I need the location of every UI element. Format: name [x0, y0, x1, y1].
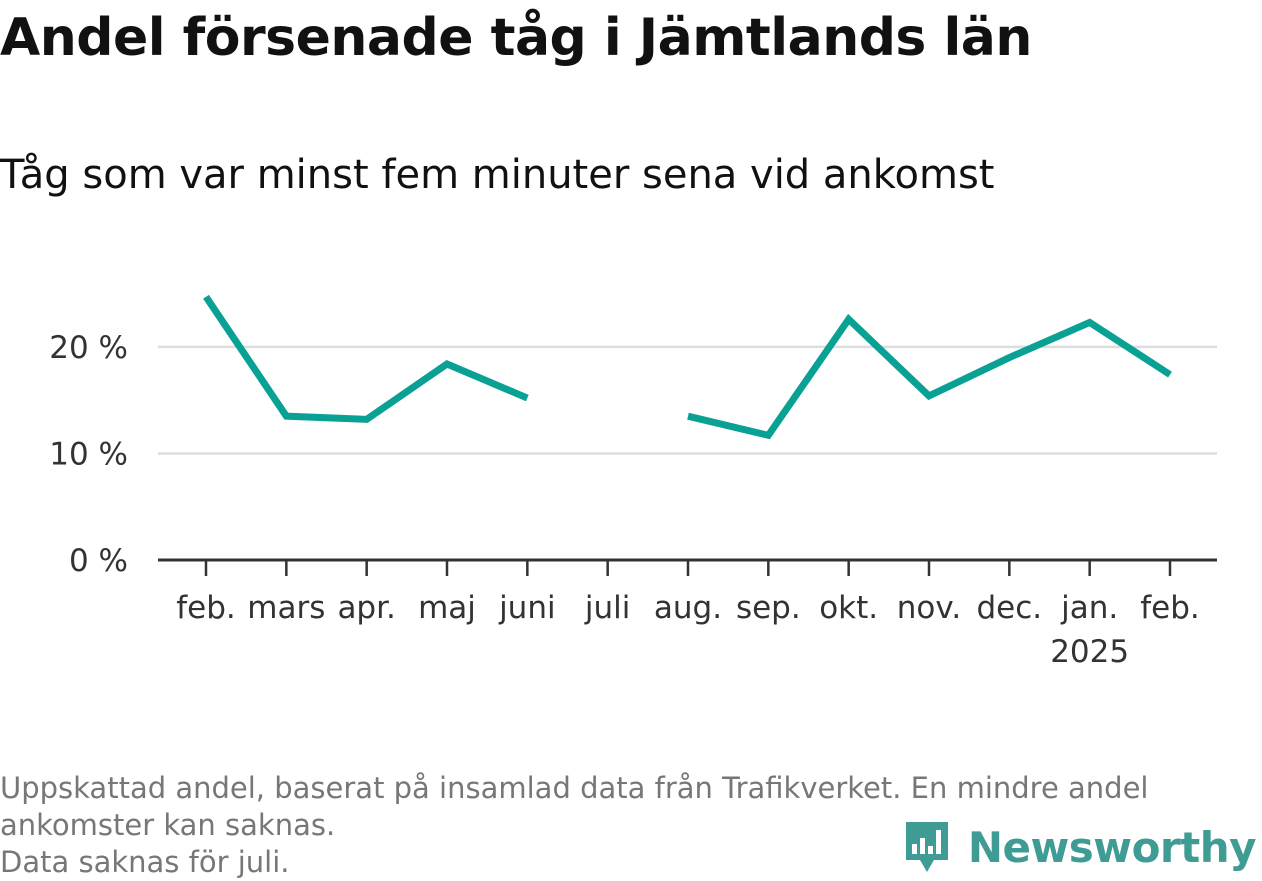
newsworthy-logo: Newsworthy	[904, 817, 1256, 877]
y-tick-label: 10 %	[49, 436, 128, 472]
x-tick-label: mars	[247, 590, 325, 626]
x-tick-label: okt.	[819, 590, 878, 626]
x-tick-label: juni	[498, 590, 556, 626]
series-line	[206, 297, 527, 420]
x-tick-label: nov.	[897, 590, 961, 626]
x-tick-label: jan.	[1060, 590, 1118, 626]
bar-chart-icon	[904, 820, 950, 874]
x-tick-label: juli	[584, 590, 631, 626]
x-tick-label: aug.	[654, 590, 722, 626]
x-tick-label: sep.	[736, 590, 801, 626]
footnote-line-1: Uppskattad andel, baserat på insamlad da…	[0, 770, 1250, 807]
x-tick-label: dec.	[977, 590, 1043, 626]
x-tick-label: feb.	[1140, 590, 1200, 626]
x-year-label: 2025	[1050, 634, 1129, 670]
brand-name: Newsworthy	[968, 823, 1256, 872]
x-tick-label: feb.	[176, 590, 236, 626]
series-line	[688, 319, 1170, 435]
x-tick-label: maj	[418, 590, 476, 626]
x-tick-label: apr.	[337, 590, 395, 626]
y-tick-label: 20 %	[49, 330, 128, 366]
y-tick-label: 0 %	[69, 543, 128, 579]
